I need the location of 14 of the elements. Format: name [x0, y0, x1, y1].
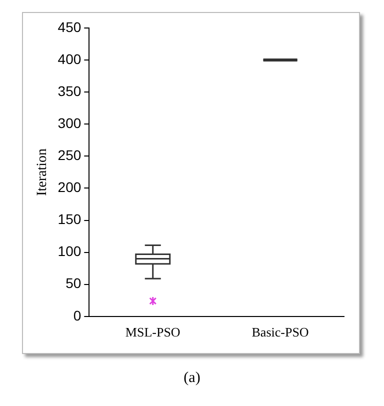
x-tick-label: Basic-PSO: [252, 324, 309, 340]
y-tick-label: 0: [73, 307, 82, 324]
y-tick-label: 100: [58, 243, 82, 260]
text: (a): [182, 370, 202, 387]
y-tick-label: 200: [58, 179, 82, 196]
y-tick-label: 400: [58, 50, 82, 67]
y-tick-label: 50: [66, 275, 82, 292]
x-tick-label: MSL-PSO: [125, 324, 180, 340]
y-tick-label: 150: [58, 211, 82, 228]
y-tick-label: 350: [58, 82, 82, 99]
y-axis-title: Iteration: [35, 148, 50, 196]
y-tick-label: 300: [58, 114, 82, 131]
y-tick-label: 250: [58, 147, 82, 164]
y-tick-label: 450: [58, 18, 82, 35]
